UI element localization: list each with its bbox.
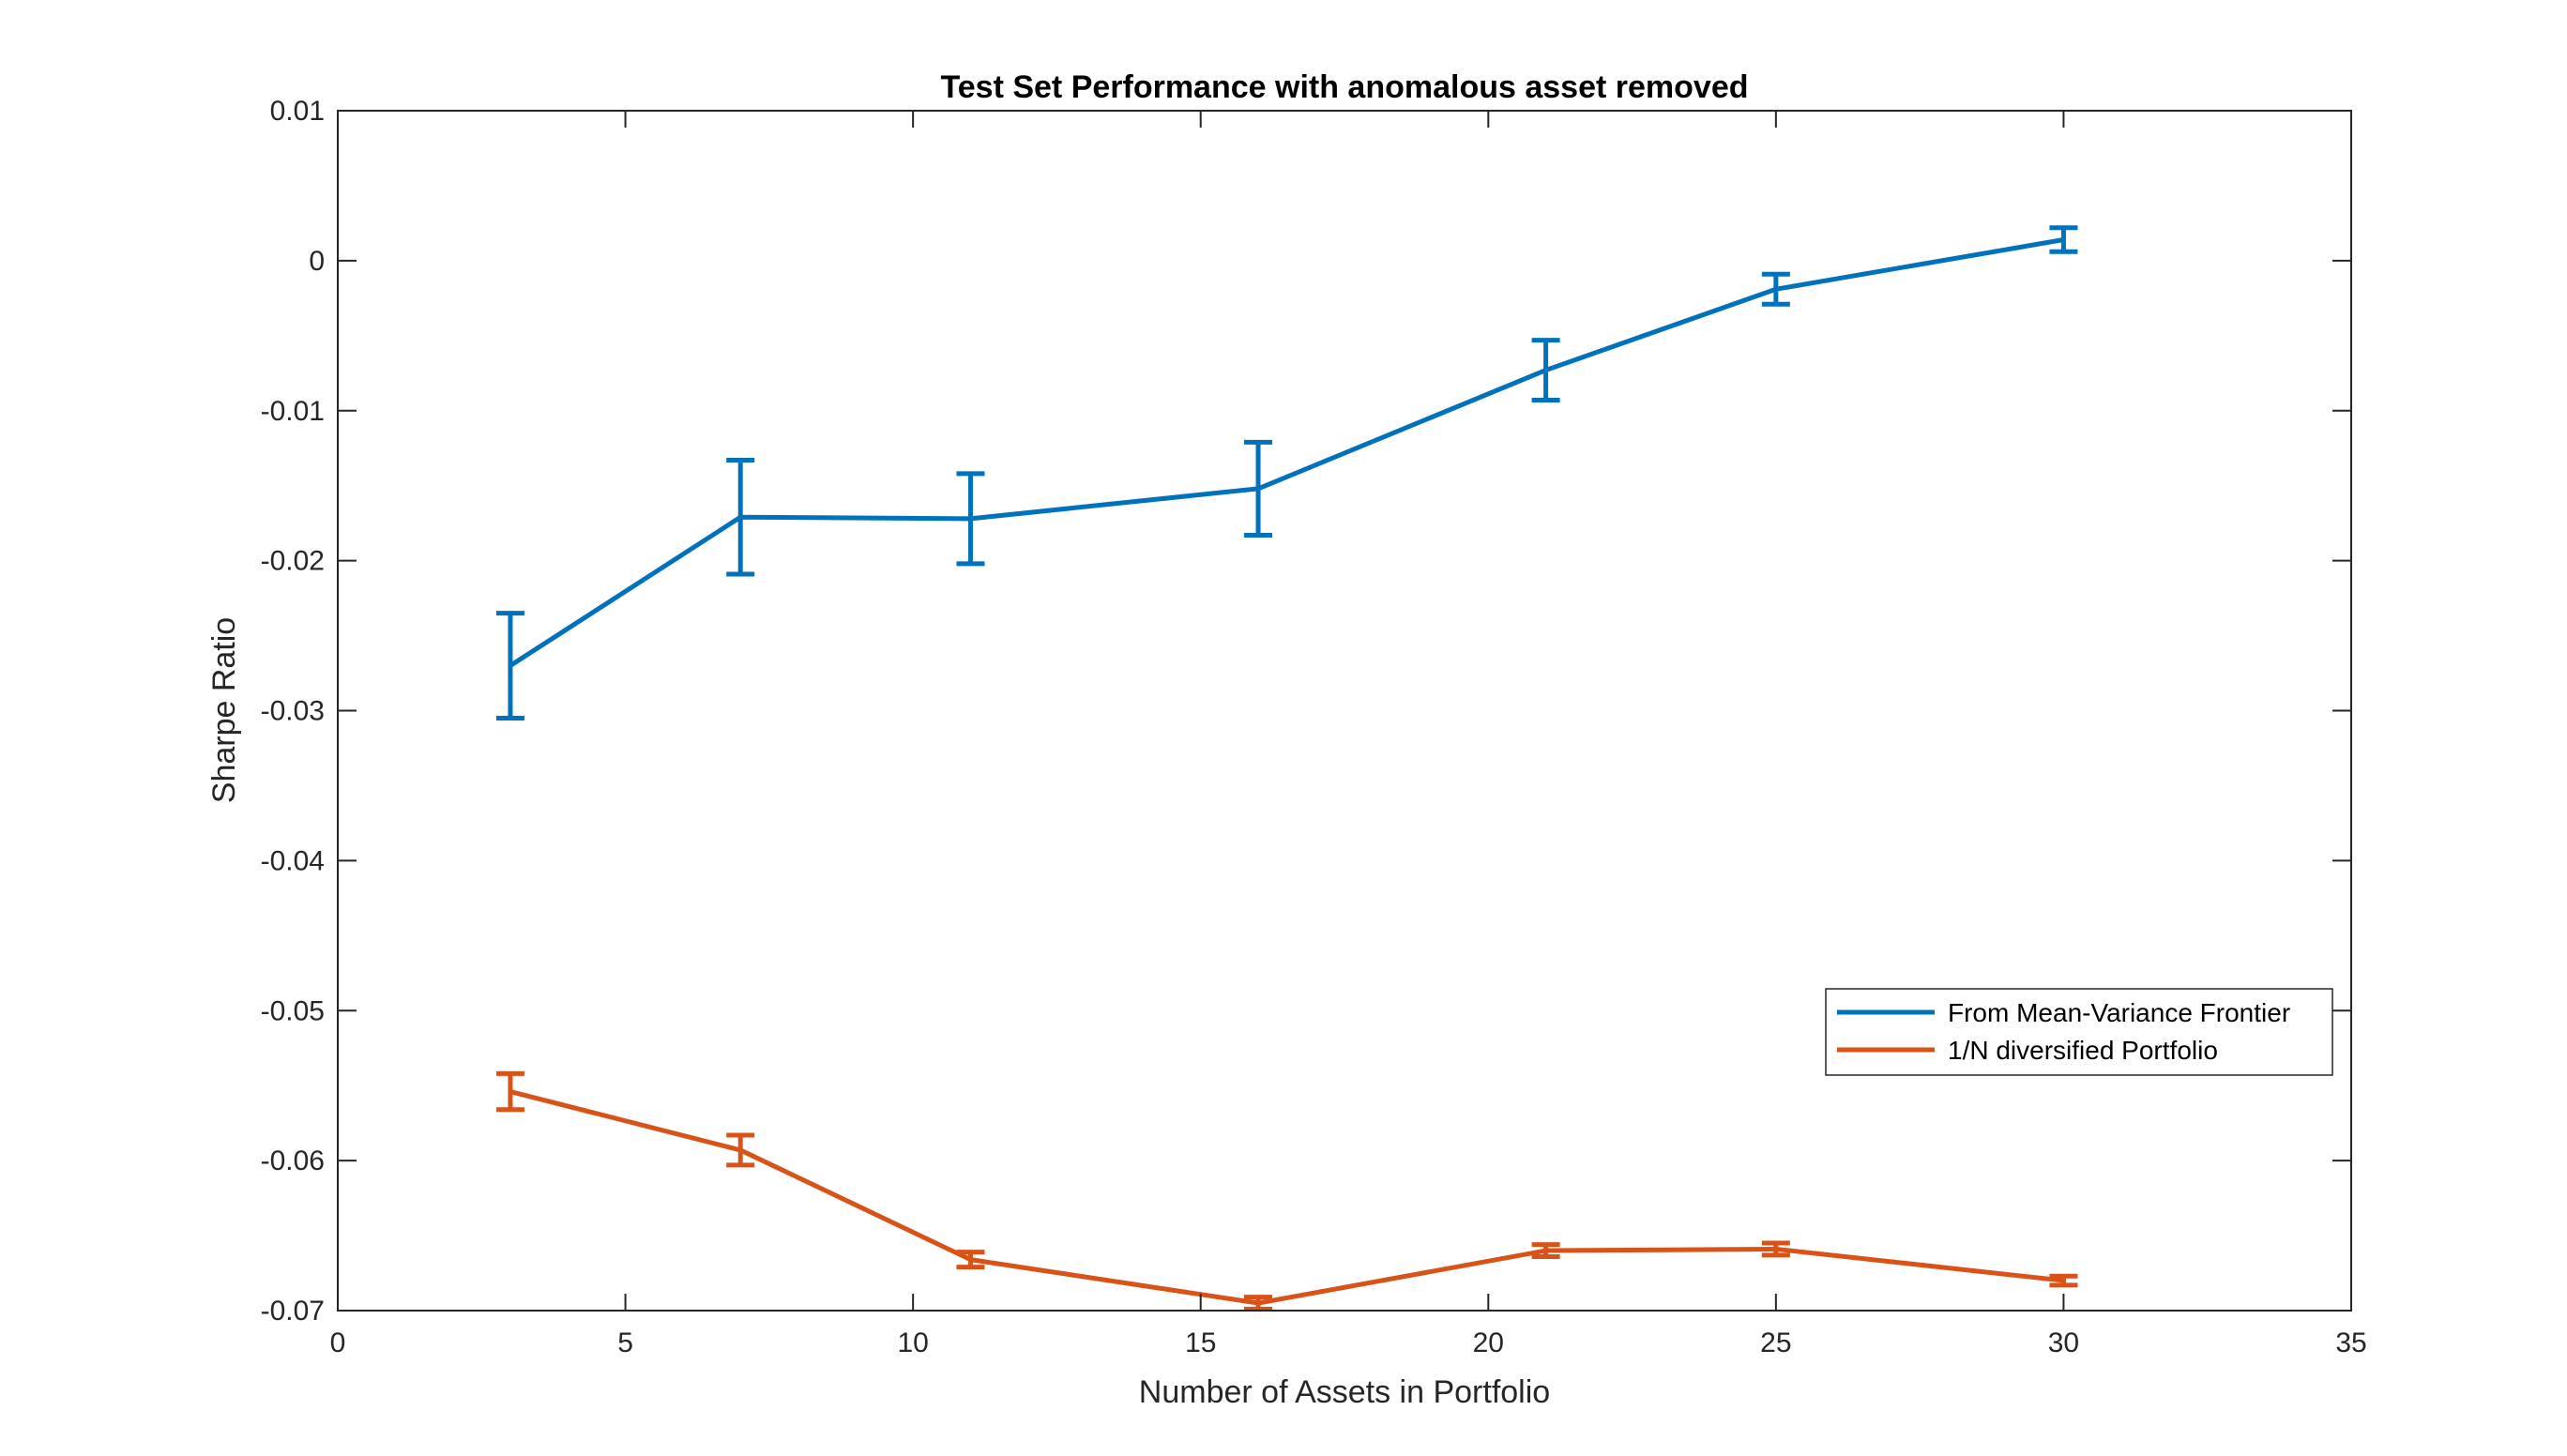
y-axis-ticks: 0.01 0 -0.01 -0.02 -0.03 -0.04 -0.05 -0.06 -0.07 [261, 96, 2351, 1327]
error-bar-0 [956, 471, 985, 567]
error-bar-1 [1761, 1240, 1790, 1258]
y-tick-label: -0.04 [261, 845, 325, 876]
x-axis-label: Number of Assets in Portfolio [1139, 1374, 1550, 1410]
x-tick-label: 20 [1473, 1327, 1504, 1358]
y-tick-label: -0.07 [261, 1296, 325, 1327]
y-tick-label: -0.01 [261, 396, 325, 427]
legend-box [1825, 988, 2333, 1076]
error-bar-0 [2049, 225, 2078, 254]
error-bar-0 [495, 611, 524, 720]
y-tick-label: 0 [309, 246, 325, 277]
error-bar-1 [726, 1132, 755, 1168]
x-tick-label: 30 [2048, 1327, 2079, 1358]
error-bar-0 [1244, 439, 1273, 538]
error-bar-1 [495, 1070, 524, 1113]
y-tick-label: -0.03 [261, 696, 325, 727]
error-bar-0 [1531, 338, 1560, 403]
y-tick-label: -0.02 [261, 546, 325, 577]
error-bar-0 [726, 458, 755, 577]
data-layer [495, 225, 2078, 1312]
error-bar-1 [1531, 1242, 1560, 1259]
x-tick-label: 0 [330, 1327, 346, 1358]
x-tick-label: 25 [1760, 1327, 1791, 1358]
y-tick-label: -0.06 [261, 1145, 325, 1176]
y-tick-label: 0.01 [270, 96, 325, 127]
plot-area [338, 111, 2351, 1311]
error-bar-1 [956, 1250, 985, 1270]
x-tick-label: 35 [2335, 1327, 2366, 1358]
error-bar-0 [1761, 271, 1790, 307]
chart-title: Test Set Performance with anomalous asse… [941, 69, 1749, 105]
y-axis-label: Sharpe Ratio [206, 617, 242, 803]
legend: From Mean-Variance Frontier 1/N diversif… [1825, 988, 2333, 1076]
x-tick-label: 15 [1185, 1327, 1216, 1358]
x-axis-ticks: 0 5 10 15 20 25 30 35 [330, 111, 2367, 1358]
error-bar-1 [1244, 1295, 1273, 1312]
legend-label-mean-variance: From Mean-Variance Frontier [1948, 998, 2290, 1027]
x-tick-label: 5 [617, 1327, 633, 1358]
error-bar-1 [2049, 1273, 2078, 1288]
x-tick-label: 10 [897, 1327, 928, 1358]
legend-label-1-n: 1/N diversified Portfolio [1948, 1036, 2218, 1065]
y-tick-label: -0.05 [261, 995, 325, 1026]
